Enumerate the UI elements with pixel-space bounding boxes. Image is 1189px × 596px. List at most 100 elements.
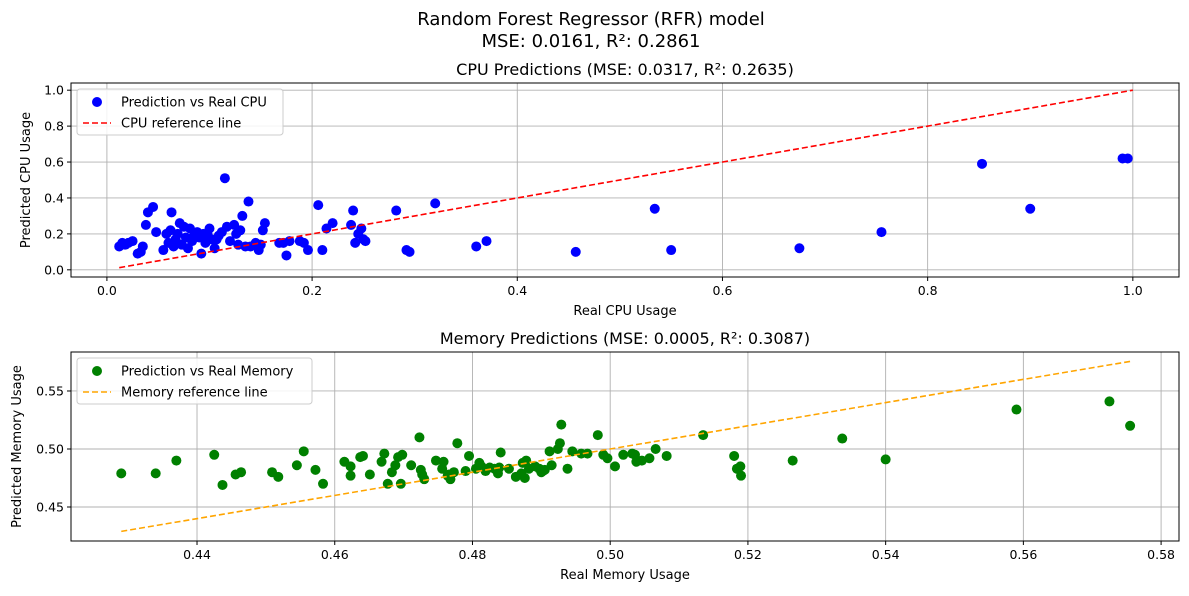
cpu-data-point <box>284 236 295 247</box>
memory-data-point <box>610 461 621 472</box>
cpu-data-point <box>166 207 177 218</box>
memory-data-point <box>379 448 390 459</box>
memory-legend-label: Memory reference line <box>121 386 268 401</box>
cpu-data-point <box>313 200 324 211</box>
memory-axes-frame <box>70 351 1180 542</box>
cpu-data-point <box>327 218 338 229</box>
memory-data-point <box>556 419 567 430</box>
memory-data-point <box>364 469 375 480</box>
memory-data-point <box>644 453 655 464</box>
cpu-data-point <box>471 241 482 252</box>
cpu-y-tick-label: 0.4 <box>44 190 64 205</box>
cpu-y-tick-label: 0.0 <box>44 262 64 277</box>
memory-data-point <box>554 438 565 449</box>
cpu-data-point <box>649 203 660 214</box>
memory-data-point <box>735 461 746 472</box>
cpu-data-point <box>255 239 266 250</box>
cpu-data-point <box>204 223 215 234</box>
cpu-data-point <box>219 173 230 184</box>
memory-data-point <box>582 448 593 459</box>
memory-data-point <box>406 460 417 471</box>
memory-data-point <box>209 449 220 460</box>
cpu-x-tick-label: 0.2 <box>302 283 322 298</box>
cpu-reference-line <box>119 89 1133 269</box>
memory-data-point <box>116 468 127 479</box>
memory-data-point <box>397 449 408 460</box>
memory-x-tick-label: 0.46 <box>321 547 349 562</box>
memory-data-point <box>273 471 284 482</box>
memory-data-point <box>544 446 555 457</box>
memory-data-point <box>376 456 387 467</box>
cpu-data-point <box>237 210 248 221</box>
memory-data-point <box>298 446 309 457</box>
cpu-x-tick-label: 0.0 <box>97 283 117 298</box>
memory-plot-area <box>116 360 1136 533</box>
cpu-x-tick-label: 1.0 <box>1123 283 1143 298</box>
cpu-legend-box <box>76 88 284 136</box>
memory-y-axis-label: Predicted Memory Usage <box>10 365 25 528</box>
memory-y-tick-label: 0.55 <box>36 383 64 398</box>
memory-data-point <box>787 455 798 466</box>
cpu-data-point <box>1122 153 1133 164</box>
cpu-data-point <box>317 245 328 256</box>
memory-x-tick-label: 0.50 <box>596 547 624 562</box>
memory-data-point <box>1011 404 1022 415</box>
memory-x-tick-label: 0.56 <box>1009 547 1037 562</box>
memory-data-point <box>430 455 441 466</box>
figure-title-line1: Random Forest Regressor (RFR) model <box>417 9 765 30</box>
memory-data-point <box>345 461 356 472</box>
cpu-data-point <box>391 205 402 216</box>
memory-data-point <box>414 432 425 443</box>
cpu-y-tick-label: 1.0 <box>44 83 64 98</box>
cpu-data-point <box>348 205 359 216</box>
cpu-x-tick-label: 0.4 <box>507 283 527 298</box>
cpu-data-point <box>148 201 159 212</box>
cpu-data-point <box>570 246 581 257</box>
memory-data-point <box>318 478 329 489</box>
memory-data-point <box>464 450 475 461</box>
cpu-data-point <box>137 241 148 252</box>
cpu-x-tick-label: 0.6 <box>713 283 733 298</box>
cpu-data-point <box>158 245 169 256</box>
memory-x-tick-label: 0.52 <box>734 547 762 562</box>
memory-data-point <box>345 470 356 481</box>
memory-data-point <box>661 450 672 461</box>
cpu-y-tick-label: 0.8 <box>44 119 64 134</box>
memory-data-point <box>1125 420 1136 431</box>
memory-data-point <box>171 455 182 466</box>
memory-data-point <box>150 468 161 479</box>
memory-data-point <box>357 450 368 461</box>
cpu-y-tick-label: 0.2 <box>44 226 64 241</box>
cpu-data-point <box>350 237 361 248</box>
memory-data-point <box>618 449 629 460</box>
cpu-data-point <box>127 236 138 247</box>
memory-legend-label: Prediction vs Real Memory <box>121 365 294 380</box>
memory-legend-marker <box>92 366 102 376</box>
memory-data-point <box>602 453 613 464</box>
memory-data-point <box>698 430 709 441</box>
memory-data-point <box>636 455 647 466</box>
memory-data-point <box>567 446 578 457</box>
memory-data-point <box>291 460 302 471</box>
memory-predictions-subplot: 0.44 0.46 0.48 0.50 0.52 0.54 0.56 0.58 0.45 0.50… <box>10 329 1180 583</box>
cpu-data-point <box>172 228 183 239</box>
figure-title-line2: MSE: 0.0161, R²: 0.2861 <box>481 31 700 52</box>
memory-data-point <box>546 460 557 471</box>
cpu-data-point <box>243 196 254 207</box>
memory-y-tick-label: 0.45 <box>36 500 64 515</box>
cpu-y-axis-label: Predicted CPU Usage <box>19 112 34 248</box>
memory-data-point <box>438 456 449 467</box>
memory-data-point <box>310 464 321 475</box>
cpu-data-point <box>140 219 151 230</box>
memory-data-point <box>452 438 463 449</box>
cpu-legend-label: CPU reference line <box>121 117 241 132</box>
memory-data-point <box>729 450 740 461</box>
memory-data-point <box>650 443 661 454</box>
cpu-data-point <box>666 245 677 256</box>
cpu-data-point <box>404 246 415 257</box>
memory-data-point <box>837 433 848 444</box>
cpu-data-point <box>346 219 357 230</box>
cpu-data-point <box>360 236 371 247</box>
cpu-data-point <box>794 243 805 254</box>
